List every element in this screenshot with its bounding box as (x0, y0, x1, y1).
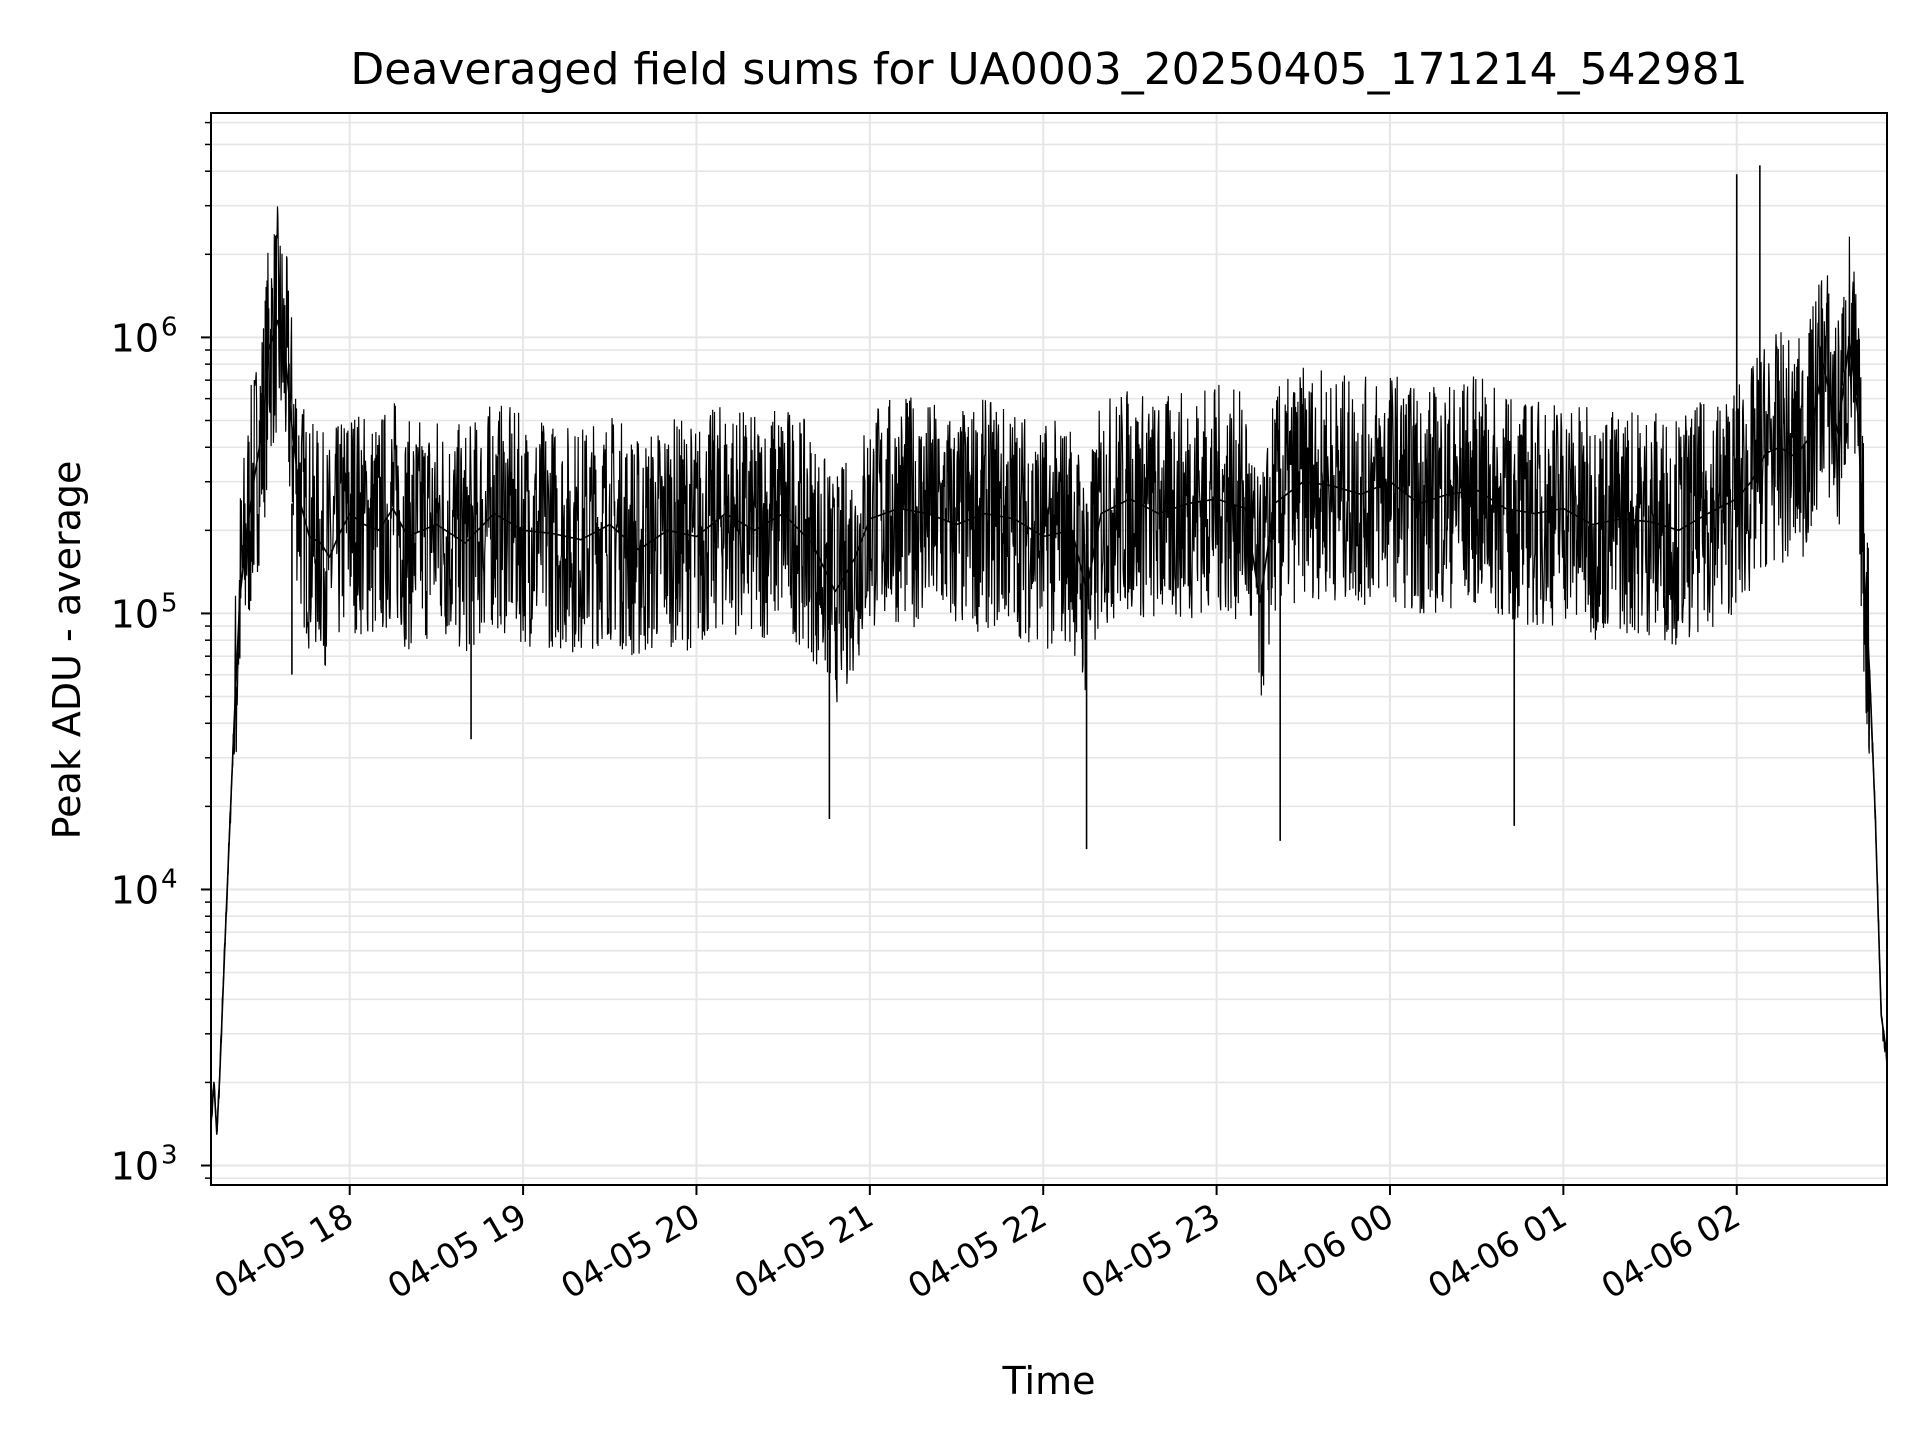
y-tick-exponent: 3 (161, 1141, 178, 1171)
series-noise (210, 206, 1888, 1140)
grid (211, 113, 1887, 1185)
y-tick-exponent: 6 (161, 312, 178, 342)
plot-frame (210, 112, 1888, 1186)
y-tick-label: 10 (111, 868, 159, 912)
chart-title: Deaveraged field sums for UA0003_2025040… (350, 44, 1747, 95)
y-tick-exponent: 4 (161, 864, 178, 894)
x-axis-label: Time (1002, 1359, 1096, 1403)
y-axis-label: Peak ADU - average (45, 461, 89, 840)
y-tick-exponent: 5 (161, 588, 178, 618)
y-tick-label: 10 (111, 1145, 159, 1189)
y-tick-label: 10 (111, 592, 159, 636)
data-series (210, 165, 1888, 1140)
y-tick-label: 10 (111, 316, 159, 360)
